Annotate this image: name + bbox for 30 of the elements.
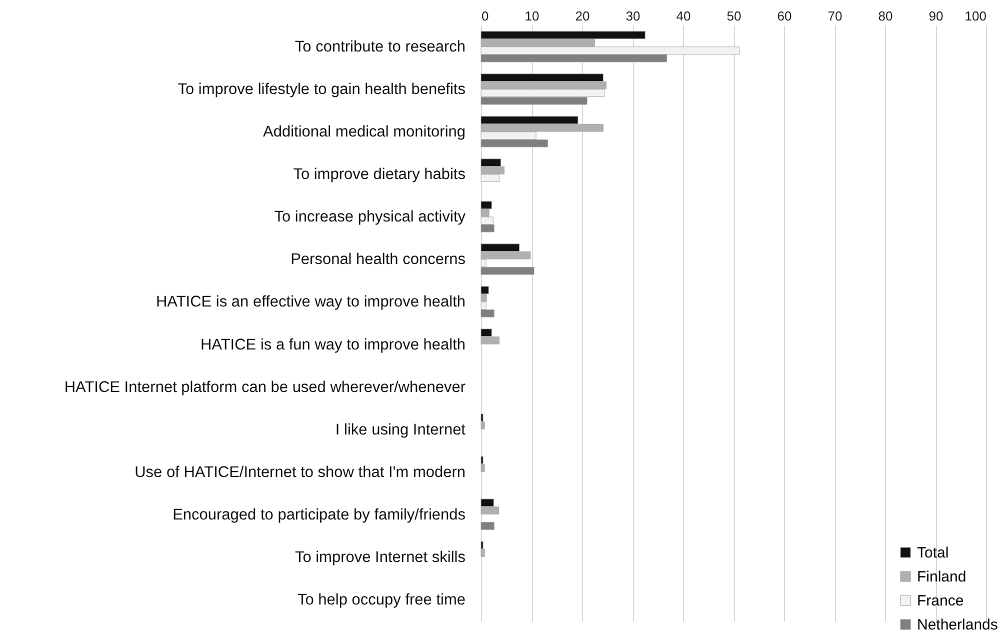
x-tick-label: 60 — [777, 8, 792, 24]
y-tick-label: HATICE is a fun way to improve health — [200, 336, 466, 354]
x-tick-label: 0 — [482, 8, 489, 24]
y-tick-label: To increase physical activity — [274, 208, 466, 226]
y-tick-label: To improve dietary habits — [293, 166, 466, 184]
x-tick-label: 10 — [524, 8, 540, 24]
x-tick-label: 40 — [676, 8, 691, 24]
x-tick-label: 90 — [928, 8, 944, 24]
y-tick-label: HATICE Internet platform can be used wherever/whenever — [64, 378, 466, 396]
legend-label: Total — [917, 544, 949, 562]
y-tick-label: To contribute to research — [294, 38, 466, 56]
y-tick-label: HATICE is an effective way to improve health — [156, 294, 466, 311]
y-tick-label: I like using Internet — [335, 421, 466, 438]
x-tick-label: 20 — [575, 8, 590, 24]
bar — [480, 522, 494, 530]
legend-label: Netherlands — [917, 616, 998, 634]
y-tick-label: Encouraged to participate by family/friends — [172, 506, 466, 524]
y-tick-label: Use of HATICE/Internet to show that I'm modern — [134, 464, 466, 481]
legend-label: France — [917, 592, 964, 610]
legend-label: Finland — [917, 568, 966, 586]
y-tick-label: Additional medical monitoring — [263, 124, 466, 141]
x-tick-label: 100 — [964, 8, 986, 24]
y-tick-label: To improve Internet skills — [294, 548, 466, 566]
x-tick-label: 30 — [626, 8, 640, 24]
y-tick-label: To help occupy free time — [297, 591, 466, 608]
x-tick-label: 80 — [878, 8, 893, 24]
x-tick-label: 50 — [726, 8, 742, 24]
x-tick-label: 70 — [828, 8, 842, 24]
y-tick-label: Personal health concerns — [290, 251, 466, 268]
y-tick-label: To improve lifestyle to gain health benefits — [178, 81, 466, 98]
